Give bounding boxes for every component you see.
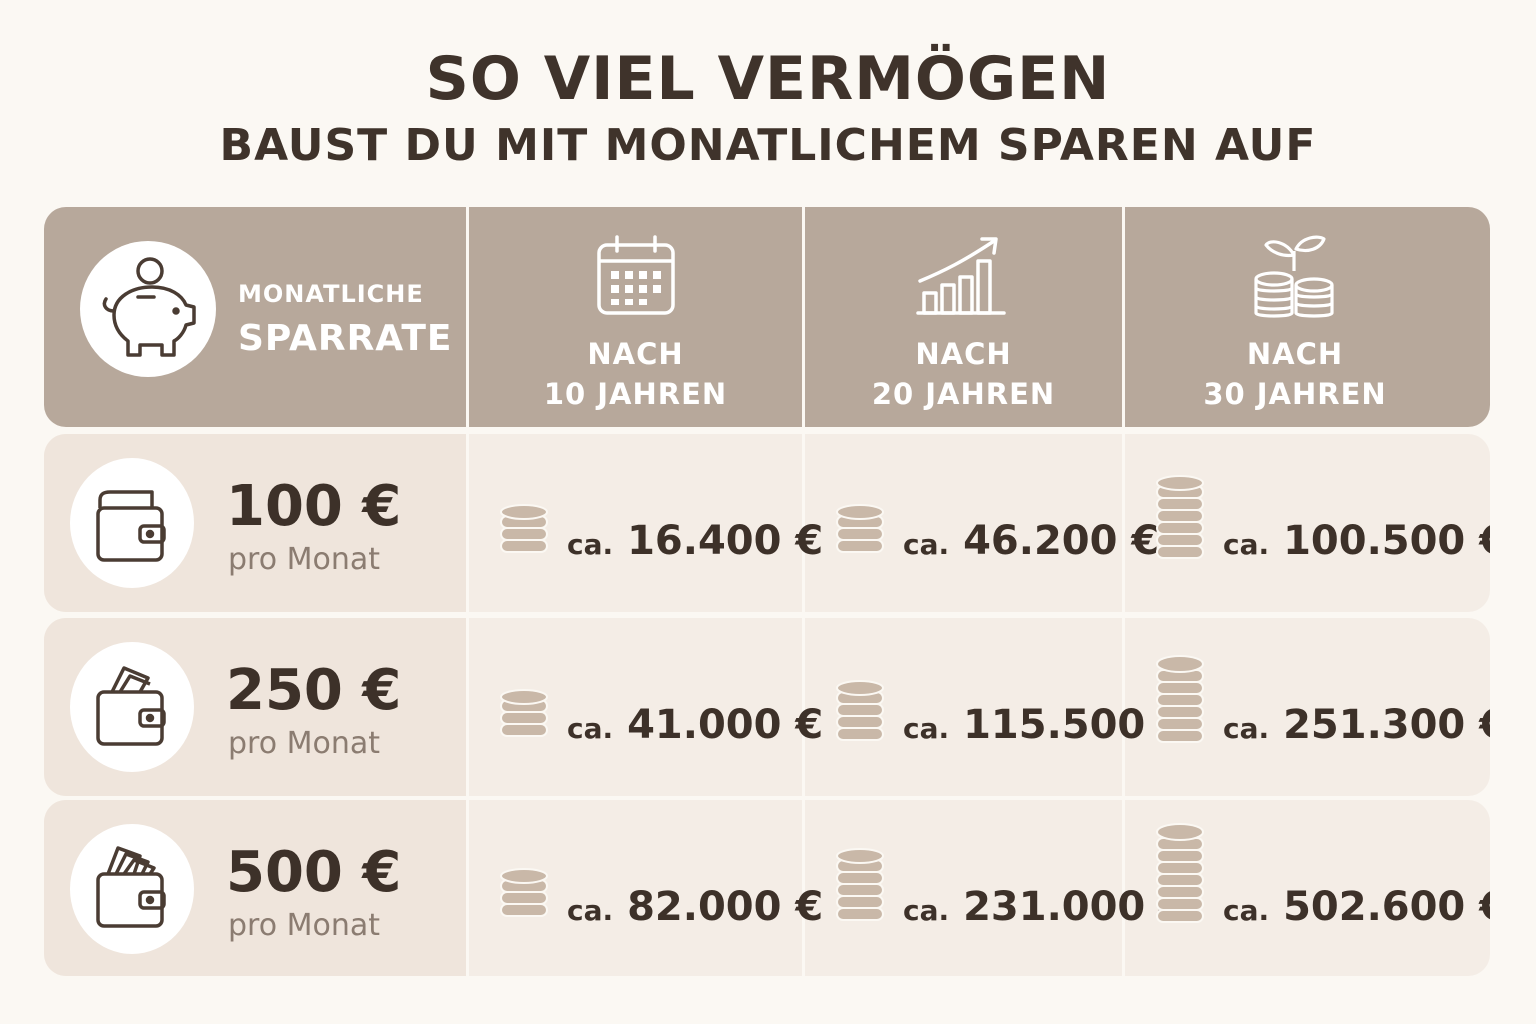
- value-prefix: ca.: [903, 894, 950, 927]
- wallet-cash-icon: [70, 642, 194, 772]
- row-divider: [802, 618, 805, 796]
- row-divider: [802, 800, 805, 976]
- coins-plant-icon: [1250, 231, 1340, 327]
- header-col-20-line2: 20 JAHREN: [871, 377, 1056, 411]
- value-cell-10: ca. 82.000 €: [469, 800, 823, 976]
- coin-stack-icon: [499, 688, 549, 748]
- value-prefix: ca.: [567, 712, 614, 745]
- growth-chart-icon: [914, 231, 1014, 325]
- header-col-10-line1: NACH: [587, 337, 684, 371]
- value-prefix: ca.: [1223, 528, 1270, 561]
- wallet-full-cash-icon: [70, 824, 194, 954]
- header-divider: [1122, 207, 1125, 427]
- coin-stack-icon: [835, 846, 885, 930]
- header-col-30-line2: 30 JAHREN: [1203, 377, 1387, 411]
- header-col-20: NACH 20 JAHREN: [805, 207, 1122, 427]
- row-divider: [466, 800, 469, 976]
- rate-amount: 500 €: [226, 840, 402, 905]
- value-text: ca. 16.400 €: [567, 518, 823, 564]
- rate-amount: 250 €: [226, 658, 402, 723]
- header-rate-small: MONATLICHE: [238, 280, 424, 308]
- piggy-bank-icon: [80, 241, 216, 377]
- value-cell-10: ca. 16.400 €: [469, 434, 823, 612]
- header-col-30: NACH 30 JAHREN: [1125, 207, 1465, 427]
- value-text: ca. 251.300 €: [1223, 702, 1490, 748]
- value-prefix: ca.: [1223, 712, 1270, 745]
- value-text: ca. 46.200 €: [903, 518, 1159, 564]
- value-prefix: ca.: [567, 528, 614, 561]
- header-rate-big: SPARRATE: [238, 318, 453, 359]
- value-text: ca. 231.000 €: [903, 884, 1187, 930]
- header-col-20-line1: NACH: [915, 337, 1012, 371]
- value-amount: 16.400 €: [627, 518, 824, 564]
- table-header: [44, 207, 1490, 427]
- header-divider: [466, 207, 469, 427]
- header-divider: [802, 207, 805, 427]
- table-row: 500 € pro Monat ca. 82.000 € ca. 231.000…: [44, 800, 1490, 976]
- value-prefix: ca.: [1223, 894, 1270, 927]
- value-cell-20: ca. 115.500 €: [805, 618, 1187, 796]
- value-cell-30: ca. 502.600 €: [1125, 800, 1490, 976]
- row-divider: [1122, 434, 1125, 612]
- row-divider: [802, 434, 805, 612]
- rate-amount: 100 €: [226, 474, 402, 539]
- value-cell-30: ca. 100.500 €: [1125, 434, 1490, 612]
- value-cell-20: ca. 231.000 €: [805, 800, 1187, 976]
- value-text: ca. 502.600 €: [1223, 884, 1490, 930]
- value-text: ca. 100.500 €: [1223, 518, 1490, 564]
- table-row: 250 € pro Monat ca. 41.000 € ca. 115.500…: [44, 618, 1490, 796]
- value-text: ca. 82.000 €: [567, 884, 823, 930]
- coin-stack-icon: [1155, 652, 1205, 752]
- row-divider: [1122, 618, 1125, 796]
- header-col-10: NACH 10 JAHREN: [469, 207, 802, 427]
- header-col-10-line2: 10 JAHREN: [543, 377, 728, 411]
- value-amount: 251.300 €: [1283, 702, 1490, 748]
- value-text: ca. 41.000 €: [567, 702, 823, 748]
- value-amount: 115.500 €: [963, 702, 1188, 748]
- value-cell-20: ca. 46.200 €: [805, 434, 1159, 612]
- table-row: 100 € pro Monat ca. 16.400 € ca. 46.200 …: [44, 434, 1490, 612]
- coin-stack-icon: [835, 502, 885, 566]
- coin-stack-icon: [499, 866, 549, 930]
- value-amount: 46.200 €: [963, 518, 1160, 564]
- value-amount: 41.000 €: [627, 702, 824, 748]
- row-divider: [466, 434, 469, 612]
- rate-per: pro Monat: [228, 726, 381, 761]
- wallet-icon: [70, 458, 194, 588]
- value-amount: 231.000 €: [963, 884, 1188, 930]
- header-col-30-line1: NACH: [1246, 337, 1344, 371]
- row-divider: [466, 618, 469, 796]
- calendar-icon: [591, 231, 681, 325]
- coin-stack-icon: [835, 678, 885, 752]
- rate-per: pro Monat: [228, 542, 381, 577]
- value-prefix: ca.: [567, 894, 614, 927]
- value-amount: 100.500 €: [1283, 518, 1490, 564]
- value-amount: 82.000 €: [627, 884, 824, 930]
- value-cell-10: ca. 41.000 €: [469, 618, 823, 796]
- page-subtitle: BAUST DU MIT MONATLICHEM SPAREN AUF: [219, 120, 1317, 171]
- value-prefix: ca.: [903, 528, 950, 561]
- value-cell-30: ca. 251.300 €: [1125, 618, 1490, 796]
- coin-stack-icon: [499, 502, 549, 566]
- value-prefix: ca.: [903, 712, 950, 745]
- coin-stack-icon: [1155, 820, 1205, 932]
- page-title: SO VIEL VERMÖGEN: [425, 44, 1111, 114]
- value-amount: 502.600 €: [1283, 884, 1490, 930]
- value-text: ca. 115.500 €: [903, 702, 1187, 748]
- coin-stack-icon: [1155, 474, 1205, 568]
- rate-per: pro Monat: [228, 908, 381, 943]
- row-divider: [1122, 800, 1125, 976]
